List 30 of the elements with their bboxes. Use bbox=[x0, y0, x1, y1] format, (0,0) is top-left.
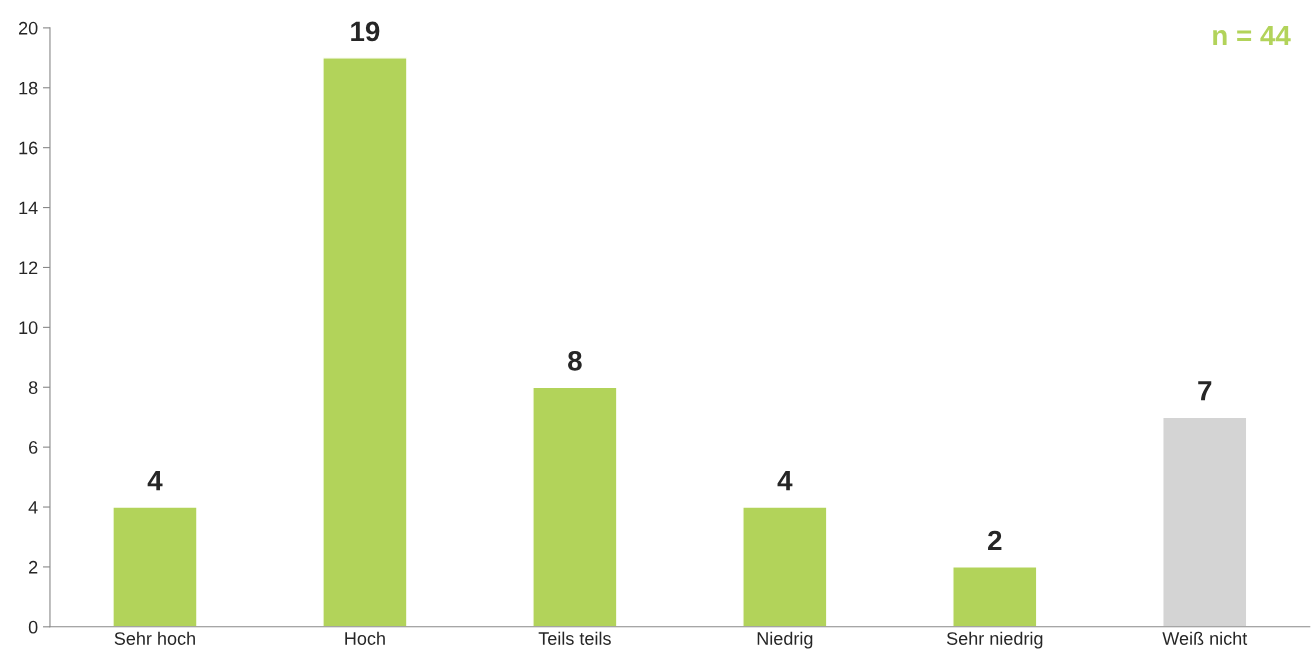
y-tick-label: 18 bbox=[19, 81, 38, 95]
data-label: 4 bbox=[147, 471, 163, 491]
bar bbox=[112, 506, 198, 627]
data-label: 7 bbox=[1198, 381, 1212, 401]
x-tick-label: Niedrig bbox=[757, 631, 813, 649]
y-tick-label: 4 bbox=[28, 501, 38, 514]
data-label: 19 bbox=[351, 21, 380, 42]
y-tick-label: 20 bbox=[18, 21, 38, 35]
y-tick-label: 10 bbox=[19, 321, 38, 335]
bar bbox=[1162, 416, 1248, 627]
x-tick-label: Hoch bbox=[345, 631, 385, 645]
x-tick-label: Teils teils bbox=[538, 631, 611, 645]
y-tick-label: 14 bbox=[19, 201, 38, 215]
y-tick-label: 12 bbox=[19, 261, 38, 274]
y-tick-label: 0 bbox=[28, 620, 38, 634]
bar bbox=[532, 386, 618, 627]
data-label: 2 bbox=[988, 530, 1002, 551]
data-label: 4 bbox=[777, 471, 793, 491]
y-tick-label: 16 bbox=[19, 141, 38, 155]
x-tick-label: Sehr niedrig bbox=[946, 631, 1043, 649]
x-tick-label: Sehr hoch bbox=[114, 631, 195, 645]
y-tick-label: 8 bbox=[28, 381, 38, 394]
data-label: 8 bbox=[568, 350, 582, 371]
bar bbox=[952, 566, 1038, 627]
bar bbox=[742, 506, 828, 627]
annotation: n = 44 bbox=[1213, 25, 1291, 46]
y-tick-label: 6 bbox=[29, 441, 38, 454]
y-tick-label: 2 bbox=[29, 560, 38, 574]
bar bbox=[322, 57, 408, 627]
x-tick-label: Weiß nicht bbox=[1162, 631, 1248, 645]
